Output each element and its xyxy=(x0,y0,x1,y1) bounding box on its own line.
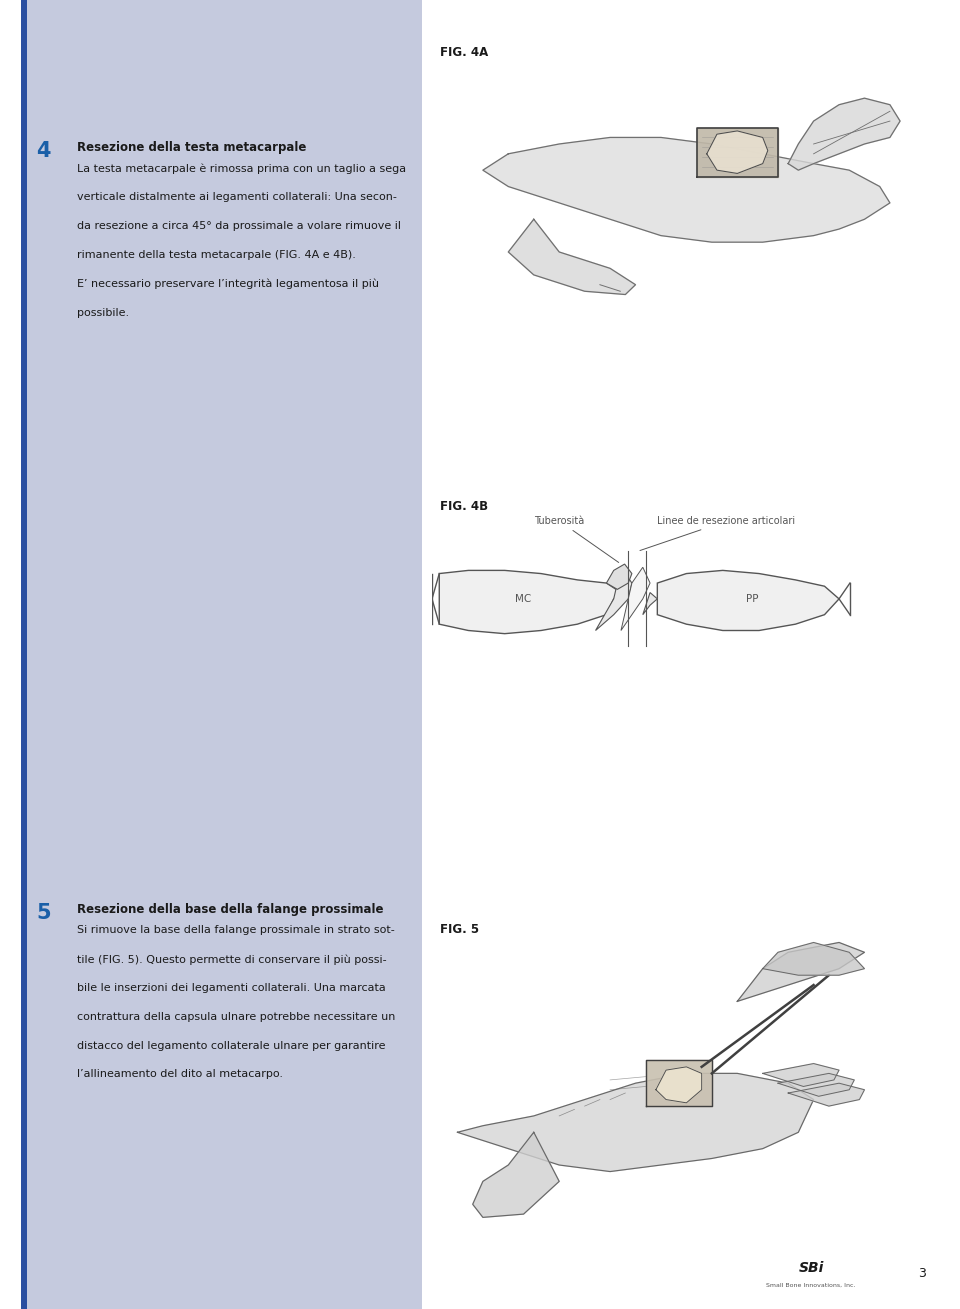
Text: SBi: SBi xyxy=(799,1261,824,1275)
Polygon shape xyxy=(778,1073,854,1097)
Polygon shape xyxy=(607,564,632,589)
Text: da resezione a circa 45° da prossimale a volare rimuove il: da resezione a circa 45° da prossimale a… xyxy=(77,221,401,232)
Text: Small Bone Innovations, Inc.: Small Bone Innovations, Inc. xyxy=(766,1283,856,1288)
Text: rimanente della testa metacarpale (FIG. 4A e 4B).: rimanente della testa metacarpale (FIG. … xyxy=(77,250,355,260)
Text: PP: PP xyxy=(746,594,758,603)
Polygon shape xyxy=(643,593,658,615)
Polygon shape xyxy=(483,137,890,242)
Polygon shape xyxy=(646,1060,711,1106)
Polygon shape xyxy=(762,942,864,975)
Text: tile (FIG. 5). Questo permette di conservare il più possi-: tile (FIG. 5). Questo permette di conser… xyxy=(77,954,387,965)
Text: FIG. 5: FIG. 5 xyxy=(440,923,479,936)
Text: MC: MC xyxy=(515,594,531,603)
Bar xyxy=(21,0,27,1309)
Text: possibile.: possibile. xyxy=(77,308,129,318)
Polygon shape xyxy=(595,567,632,631)
Text: FIG. 4A: FIG. 4A xyxy=(440,46,488,59)
Polygon shape xyxy=(697,128,778,177)
Text: l’allineamento del dito al metacarpo.: l’allineamento del dito al metacarpo. xyxy=(77,1069,283,1080)
Text: FIG. 4B: FIG. 4B xyxy=(440,500,488,513)
Text: Tuberosità: Tuberosità xyxy=(535,516,618,563)
Polygon shape xyxy=(788,98,900,170)
Text: Resezione della base della falange prossimale: Resezione della base della falange pross… xyxy=(77,903,383,916)
Text: contrattura della capsula ulnare potrebbe necessitare un: contrattura della capsula ulnare potrebb… xyxy=(77,1012,396,1022)
Text: 4: 4 xyxy=(36,141,51,161)
Polygon shape xyxy=(762,1063,839,1086)
Text: verticale distalmente ai legamenti collaterali: Una secon-: verticale distalmente ai legamenti colla… xyxy=(77,192,396,203)
Polygon shape xyxy=(707,131,768,173)
Polygon shape xyxy=(658,571,839,631)
Text: 5: 5 xyxy=(36,903,51,923)
Text: bile le inserzioni dei legamenti collaterali. Una marcata: bile le inserzioni dei legamenti collate… xyxy=(77,983,386,994)
Polygon shape xyxy=(457,1073,813,1172)
Text: 3: 3 xyxy=(919,1267,926,1280)
Text: E’ necessario preservare l’integrità legamentosa il più: E’ necessario preservare l’integrità leg… xyxy=(77,279,379,289)
Text: La testa metacarpale è rimossa prima con un taglio a sega: La testa metacarpale è rimossa prima con… xyxy=(77,164,406,174)
Polygon shape xyxy=(621,567,650,631)
Polygon shape xyxy=(788,1084,864,1106)
Polygon shape xyxy=(737,942,864,1001)
Text: distacco del legamento collaterale ulnare per garantire: distacco del legamento collaterale ulnar… xyxy=(77,1041,385,1051)
Polygon shape xyxy=(656,1067,702,1102)
Text: Si rimuove la base della falange prossimale in strato sot-: Si rimuove la base della falange prossim… xyxy=(77,925,395,936)
Polygon shape xyxy=(440,571,621,634)
Bar xyxy=(21,0,422,1309)
Polygon shape xyxy=(509,219,636,295)
Polygon shape xyxy=(472,1132,559,1217)
Text: Resezione della testa metacarpale: Resezione della testa metacarpale xyxy=(77,141,306,154)
Text: Linee de resezione articolari: Linee de resezione articolari xyxy=(640,516,796,551)
